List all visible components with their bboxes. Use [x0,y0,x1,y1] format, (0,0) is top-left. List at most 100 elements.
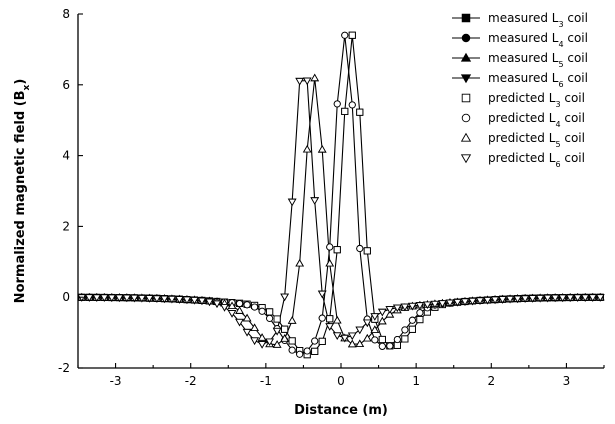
data-point [528,295,537,303]
data-point [580,294,590,302]
data-point [355,339,365,348]
data-point [236,299,244,308]
y-tick-label: 2 [62,219,70,233]
data-point [341,107,349,115]
data-point [317,290,327,299]
legend-label-main: measured L [488,51,559,65]
y-tick-label: 6 [62,78,70,92]
legend-label-main: measured L [488,71,559,85]
data-point [401,335,409,343]
data-point [430,300,440,309]
data-point [362,334,372,342]
data-point [377,316,387,325]
data-point [347,339,357,348]
data-point [92,294,102,302]
legend-entry: measured L5 coil [452,51,588,69]
data-point [400,303,410,312]
y-tick-label: 8 [62,7,70,21]
data-point [227,301,237,310]
data-point [498,296,507,304]
legend-label: measured L5 coil [488,51,588,69]
data-point [303,347,311,355]
data-point [272,340,282,348]
data-point [265,338,274,347]
data-point [145,295,154,303]
legend-label-end: coil [564,51,588,65]
legend-label-main: predicted L [488,91,556,105]
data-point [325,259,335,267]
data-point [385,306,395,314]
data-point [363,247,371,255]
data-point [416,316,424,324]
data-point [438,300,447,308]
data-point [205,298,214,307]
x-tick-label: 1 [412,374,420,388]
data-point [295,258,305,267]
legend-marker [461,33,471,43]
data-point [122,294,132,303]
data-point [408,302,417,311]
data-point [167,295,177,304]
data-point [227,310,237,318]
legend-marker [460,132,472,142]
data-point [385,310,395,318]
legend-label-sub: 6 [555,160,560,169]
data-point [573,294,583,302]
data-point [408,325,416,333]
legend-label-sub: 4 [558,40,563,49]
data-point [257,341,267,349]
data-point [212,300,222,309]
series [77,77,605,349]
data-point [190,296,199,305]
x-tick-label: 0 [337,374,345,388]
data-point [137,294,147,303]
data-point [220,304,229,312]
data-point [114,294,124,303]
legend-marker [460,154,472,164]
data-point [288,337,296,345]
data-point [490,296,500,305]
data-point [250,337,259,345]
data-point [393,304,402,313]
data-point [513,295,522,304]
legend-entry: predicted L3 coil [461,91,585,109]
data-point [453,298,462,307]
legend-label-end: coil [561,131,585,145]
data-point [565,294,575,302]
data-point [393,336,401,344]
data-point [588,294,598,302]
data-point [302,77,312,86]
data-point [356,244,364,253]
x-tick-label: -2 [185,374,197,388]
data-point [535,294,545,303]
data-point [348,31,356,39]
legend-entry: measured L4 coil [452,31,588,49]
data-point [378,342,386,350]
data-point [505,295,515,304]
legend-label: predicted L3 coil [488,91,585,109]
data-point [483,296,492,305]
data-point [272,327,282,336]
data-point [370,313,380,321]
y-tick-label: 0 [62,290,70,304]
data-point [295,77,305,86]
data-point [302,144,312,153]
data-point [460,298,470,306]
data-point [243,301,251,309]
data-point [347,332,357,341]
legend-label-sub: 4 [555,120,560,129]
data-point [475,297,485,305]
data-point [242,328,252,337]
y-tick-label: 4 [62,149,70,163]
data-point [415,302,425,310]
legend-marker [461,93,471,103]
data-point [287,198,297,207]
legend-label-main: measured L [488,31,559,45]
legend-entry: predicted L4 coil [461,111,585,129]
legend-label-end: coil [564,11,588,25]
data-point [318,337,326,345]
data-point [197,297,207,306]
data-point [318,314,326,322]
